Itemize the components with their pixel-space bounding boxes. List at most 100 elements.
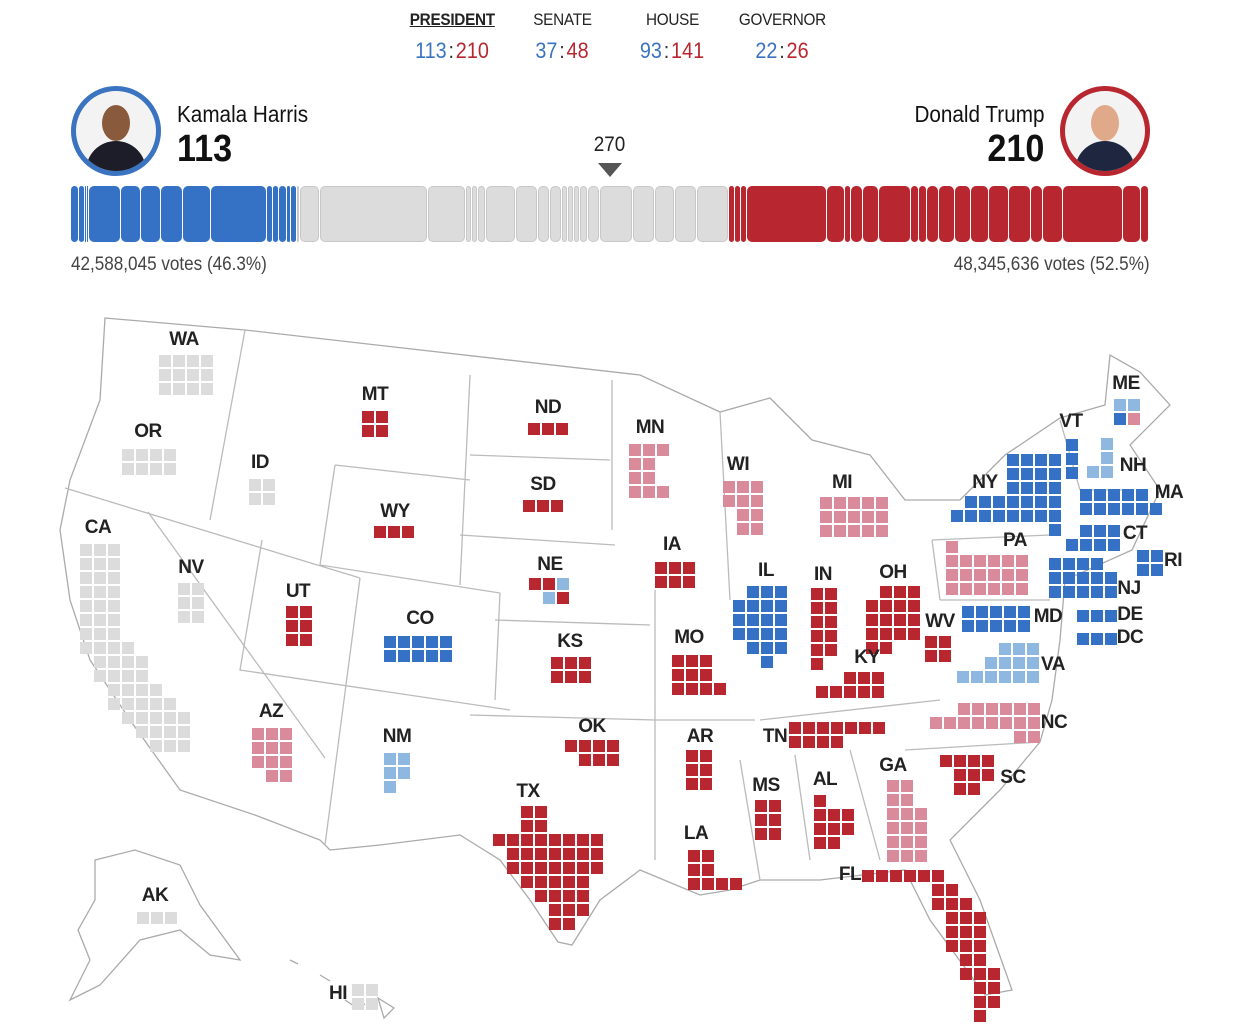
bar-segment-dem[interactable] xyxy=(267,186,273,242)
bar-segment-pending[interactable] xyxy=(568,186,574,242)
electoral-vote-tile xyxy=(1000,703,1012,715)
electoral-vote-tile xyxy=(700,778,712,790)
bar-segment-rep[interactable] xyxy=(918,186,926,242)
electoral-vote-tile xyxy=(1014,717,1026,729)
electoral-vote-tile xyxy=(655,562,667,574)
bar-segment-pending[interactable] xyxy=(428,186,466,242)
bar-segment-pending[interactable] xyxy=(478,186,486,242)
bar-segment-dem[interactable] xyxy=(89,186,121,242)
electoral-vote-tile xyxy=(657,486,669,498)
electoral-vote-tile xyxy=(543,578,555,590)
bar-segment-dem[interactable] xyxy=(71,186,78,242)
bar-segment-pending[interactable] xyxy=(696,186,728,242)
state-label: WV xyxy=(925,611,955,632)
bar-segment-pending[interactable] xyxy=(472,186,478,242)
electoral-vote-tile xyxy=(988,996,1000,1008)
bar-segment-pending[interactable] xyxy=(538,186,550,242)
bar-segment-rep[interactable] xyxy=(728,186,734,242)
electoral-vote-tile xyxy=(1080,539,1092,551)
electoral-vote-tile xyxy=(686,778,698,790)
electoral-vote-tile xyxy=(954,783,966,795)
bar-segment-dem[interactable] xyxy=(279,186,287,242)
bar-segment-pending[interactable] xyxy=(632,186,654,242)
bar-segment-rep[interactable] xyxy=(970,186,988,242)
electoral-vote-tile xyxy=(80,572,92,584)
bar-segment-rep[interactable] xyxy=(746,186,826,242)
bar-segment-rep[interactable] xyxy=(1140,186,1148,242)
bar-segment-rep[interactable] xyxy=(1122,186,1140,242)
bar-segment-rep[interactable] xyxy=(734,186,740,242)
bar-segment-dem[interactable] xyxy=(121,186,141,242)
electoral-vote-tile xyxy=(563,876,575,888)
bar-segment-pending[interactable] xyxy=(297,186,300,242)
bar-segment-rep[interactable] xyxy=(938,186,954,242)
tab-senate[interactable]: SENATE 37:48 xyxy=(507,10,617,64)
bar-segment-pending[interactable] xyxy=(600,186,632,242)
electoral-vote-tile xyxy=(988,555,1000,567)
tab-label: SENATE xyxy=(532,10,592,29)
electoral-vote-tile xyxy=(643,444,655,456)
bar-segment-pending[interactable] xyxy=(300,186,320,242)
electoral-vote-tile xyxy=(954,755,966,767)
bar-segment-dem[interactable] xyxy=(291,186,297,242)
bar-segment-pending[interactable] xyxy=(516,186,538,242)
electoral-vote-tile xyxy=(990,606,1002,618)
bar-segment-rep[interactable] xyxy=(878,186,910,242)
electoral-vote-tile xyxy=(565,657,577,669)
tab-president[interactable]: PRESIDENT 113:210 xyxy=(397,10,507,64)
bar-segment-dem[interactable] xyxy=(87,186,88,242)
electoral-vote-tile xyxy=(751,495,763,507)
bar-segment-pending[interactable] xyxy=(486,186,516,242)
bar-segment-rep[interactable] xyxy=(826,186,844,242)
bar-segment-pending[interactable] xyxy=(654,186,674,242)
bar-segment-dem[interactable] xyxy=(287,186,291,242)
bar-segment-rep[interactable] xyxy=(850,186,862,242)
electoral-vote-tile xyxy=(122,684,134,696)
bar-segment-rep[interactable] xyxy=(988,186,1008,242)
tab-house[interactable]: HOUSE 93:141 xyxy=(617,10,727,64)
bar-segment-rep[interactable] xyxy=(1030,186,1042,242)
bar-segment-pending[interactable] xyxy=(550,186,562,242)
electoral-vote-tile xyxy=(946,912,958,924)
electoral-vote-tile xyxy=(939,636,951,648)
bar-segment-pending[interactable] xyxy=(588,186,600,242)
bar-segment-dem[interactable] xyxy=(79,186,84,242)
bar-segment-pending[interactable] xyxy=(580,186,588,242)
bar-segment-pending[interactable] xyxy=(466,186,472,242)
bar-segment-pending[interactable] xyxy=(674,186,696,242)
electoral-vote-tile xyxy=(579,657,591,669)
tab-governor[interactable]: GOVERNOR 22:26 xyxy=(727,10,837,64)
bar-segment-rep[interactable] xyxy=(1008,186,1030,242)
bar-segment-rep[interactable] xyxy=(954,186,970,242)
electoral-vote-tile xyxy=(825,630,837,642)
bar-segment-pending[interactable] xyxy=(562,186,568,242)
state-label: NY xyxy=(972,472,998,493)
bar-segment-rep[interactable] xyxy=(1042,186,1062,242)
bar-segment-pending[interactable] xyxy=(320,186,428,242)
electoral-vote-tile xyxy=(535,806,547,818)
bar-segment-dem[interactable] xyxy=(273,186,279,242)
electoral-vote-tile xyxy=(1077,610,1089,622)
electoral-vote-tile xyxy=(901,780,913,792)
electoral-vote-tile xyxy=(402,526,414,538)
electoral-vote-tile xyxy=(954,769,966,781)
electoral-vote-tile xyxy=(108,544,120,556)
bar-segment-pending[interactable] xyxy=(574,186,580,242)
bar-segment-rep[interactable] xyxy=(862,186,878,242)
bar-segment-rep[interactable] xyxy=(844,186,850,242)
electoral-vote-tile xyxy=(252,728,264,740)
bar-segment-rep[interactable] xyxy=(926,186,938,242)
bar-segment-dem[interactable] xyxy=(211,186,267,242)
bar-segment-dem[interactable] xyxy=(183,186,211,242)
bar-segment-rep[interactable] xyxy=(740,186,746,242)
electoral-vote-tile xyxy=(1021,496,1033,508)
state-label: AL xyxy=(812,769,838,790)
electoral-vote-tile xyxy=(814,823,826,835)
electoral-vote-tile xyxy=(737,523,749,535)
bar-segment-dem[interactable] xyxy=(141,186,161,242)
electoral-vote-tile xyxy=(280,742,292,754)
bar-segment-rep[interactable] xyxy=(1062,186,1122,242)
bar-segment-dem[interactable] xyxy=(161,186,183,242)
bar-segment-dem[interactable] xyxy=(85,186,86,242)
bar-segment-rep[interactable] xyxy=(910,186,918,242)
